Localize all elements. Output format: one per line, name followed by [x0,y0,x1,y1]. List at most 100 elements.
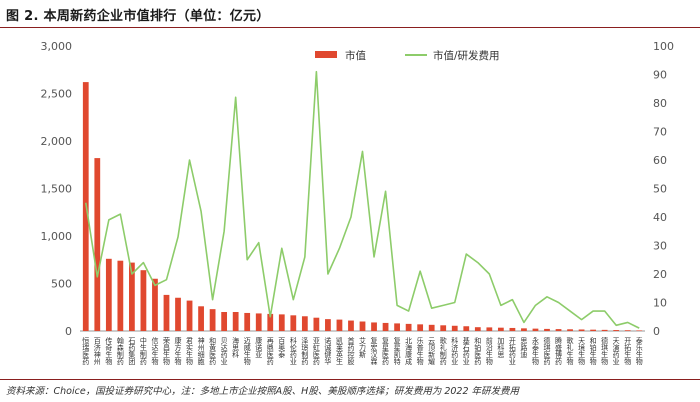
chart-legend: 市值 市值/研发费用 [315,49,500,62]
right-tick-label: 100 [653,40,674,53]
right-tick-label: 20 [653,268,667,281]
bar-mark [359,321,366,331]
category-label: 百奥泰 [278,337,286,358]
bar-mark [198,306,204,331]
bar-mark [497,327,504,331]
category-label: 前沿生物 [485,336,493,366]
category-label: 凯莱英生 [335,336,343,365]
bar-mark [405,323,412,332]
bar-mark [244,312,251,331]
legend-label-bar: 市值 [345,49,366,62]
bar-mark [613,330,620,331]
bar-mark [555,329,562,331]
bar-mark [255,313,262,331]
bar-mark [313,317,320,331]
bar-mark [152,278,158,331]
category-label: 和铂生物 [589,336,597,366]
legend-label-line: 市值/研发费用 [433,49,500,62]
category-label: 思路迪 [520,337,528,359]
category-label: 荣昌生物 [162,336,170,366]
bar-mark [567,329,573,331]
bar-mark [636,330,643,331]
ratio-line-series [84,70,640,329]
left-y-axis: 0 500 1,000 1,500 2,000 2,500 3,000 [41,40,73,338]
bar-mark [486,327,493,331]
category-label: 传奇生物 [105,336,113,366]
left-tick-label: 500 [51,278,72,291]
bar-mark [336,319,343,331]
category-label: 腾盛博药 [555,336,563,366]
right-tick-label: 80 [653,97,667,110]
bar-mark [117,260,124,331]
bar-mark [140,270,147,331]
bar-mark [544,328,550,331]
bar-mark [221,312,228,331]
right-tick-label: 10 [653,297,667,310]
category-label: 泽璟制药 [301,337,309,366]
category-label: 永泰生物 [531,336,539,366]
category-label: 百济神州 [93,337,101,365]
right-y-axis: 0 10 20 30 40 50 60 70 80 90 100 [653,40,674,338]
bar-mark [451,325,458,331]
bar-mark [463,326,470,331]
bar-mark [278,314,285,332]
category-label: 海思科 [232,336,240,359]
bar-mark [94,158,101,331]
bar-mark [474,327,481,331]
bar-mark [428,324,435,331]
bar-mark [371,322,377,331]
category-label: 复星凯特 [393,336,401,365]
category-label: 艾力斯 [359,337,367,359]
bar-mark [348,320,354,331]
left-tick-label: 3,000 [41,40,73,53]
category-label: 云顶新耀 [428,337,436,366]
market-cap-chart: 市值 市值/研发费用 05001,0001,5002,0002,5003,000 … [41,40,675,366]
bar-mark [590,329,596,331]
category-label: 歌礼生物 [566,336,574,366]
category-label: 天境生物 [578,337,586,366]
bar-mark [440,325,447,331]
bar-mark [129,262,135,331]
right-tick-label: 40 [653,211,667,224]
category-label: 基石药业 [462,336,470,365]
right-tick-label: 30 [653,240,667,253]
category-label: 翰森制药 [116,336,124,366]
bar-mark [417,324,424,331]
left-tick-label: 1,000 [41,230,73,243]
bar-mark [232,312,239,331]
bar-mark [209,309,216,331]
figure-title: 图 2. 本周新药企业市值排行（单位：亿元） [6,9,270,24]
bar-mark [163,294,170,331]
right-tick-label: 0 [653,325,660,338]
title-rule [0,27,700,28]
bar-mark [601,329,608,331]
category-label: 石药集团 [128,337,136,366]
bar-mark [532,328,539,332]
category-label: 德琪生物 [601,336,609,366]
category-label: 诺诚健华 [324,336,332,366]
market-cap-bars [82,82,643,332]
bar-mark [175,297,181,331]
bar-mark [186,300,193,331]
category-labels: 恒瑞医药 百济神州 传奇生物 翰森制药 石药集团 中生制药 信达生物 荣昌生物 康方生物 君实生物… [82,336,643,366]
bar-mark [290,315,297,331]
category-label: 歌礼制药 [439,336,447,366]
bar-mark [382,322,389,331]
bar-mark [267,313,274,331]
bar-mark [578,329,585,331]
category-label: 德琪医药 [543,336,551,366]
bar-mark [624,330,631,331]
category-label: 北海康成 [405,337,413,366]
bar-mark [394,323,400,331]
category-label: 科济药业 [451,336,459,365]
category-label: 君实生物 [186,337,194,366]
legend-swatch-bar [315,51,337,58]
source-rule [0,379,700,380]
category-label: 康方生物 [174,336,182,366]
bar-mark [509,327,516,331]
bar-mark [521,328,527,331]
left-tick-label: 2,500 [41,88,73,101]
bar-mark [105,258,112,331]
category-label: 开拓生物 [624,337,632,366]
category-label: 泰乐生物 [635,336,643,366]
